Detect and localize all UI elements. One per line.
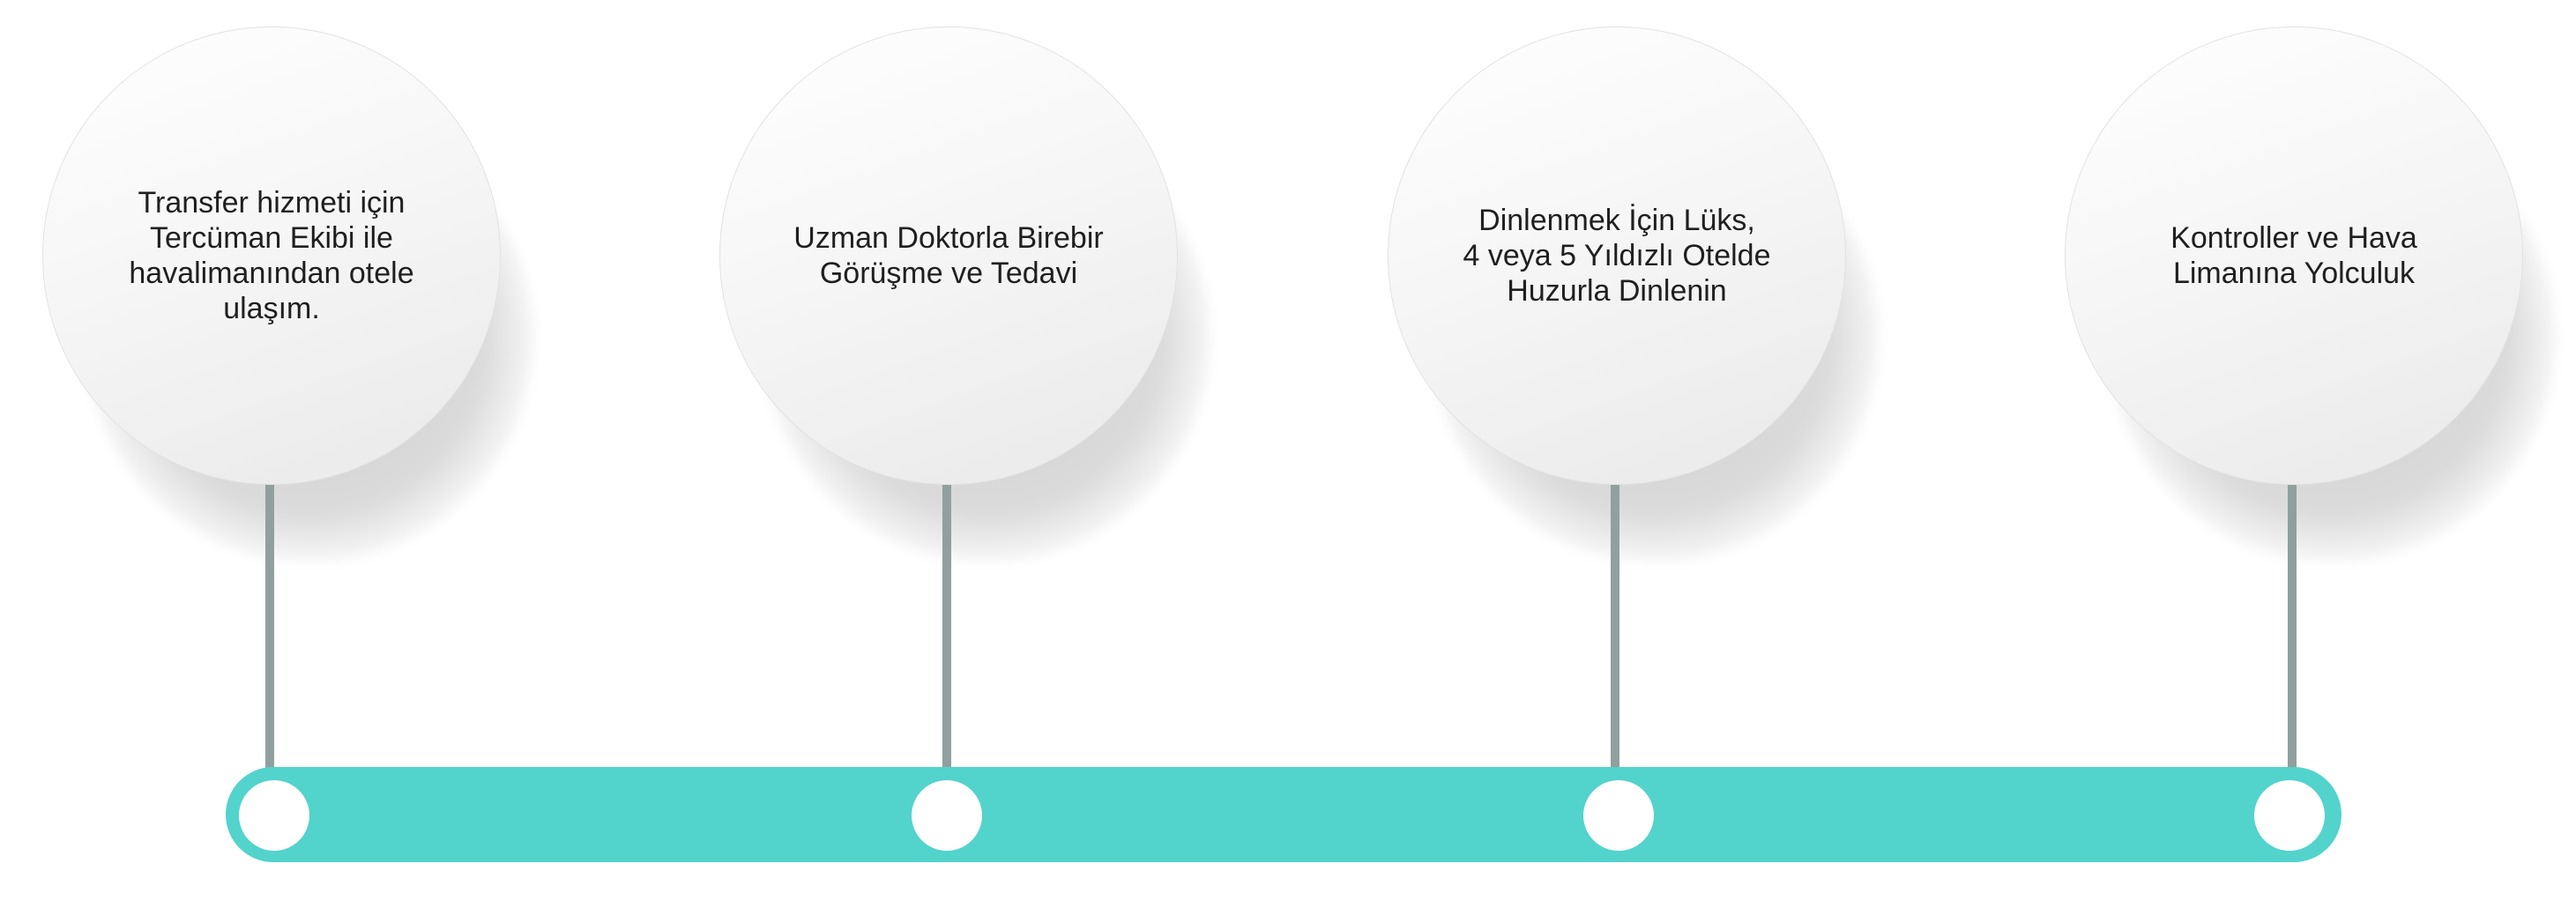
timeline-bar [226, 767, 2341, 862]
step-3-connector [1611, 485, 1619, 776]
timeline-dot-2 [912, 780, 982, 851]
step-4-text: Kontroller ve Hava Limanına Yolculuk [2170, 221, 2417, 290]
step-3-text: Dinlenmek İçin Lüks, 4 veya 5 Yıldızlı O… [1463, 204, 1771, 308]
step-4-connector [2288, 485, 2297, 776]
step-2-circle: Uzman Doktorla Birebir Görüşme ve Tedavi [719, 26, 1178, 485]
step-1-circle: Transfer hizmeti için Tercüman Ekibi ile… [42, 26, 501, 485]
timeline-dot-1 [239, 780, 309, 851]
step-1-text: Transfer hizmeti için Tercüman Ekibi ile… [129, 186, 414, 325]
step-2-connector [942, 485, 951, 776]
step-1-connector [265, 472, 274, 776]
timeline-dot-3 [1583, 780, 1654, 851]
step-3-circle: Dinlenmek İçin Lüks, 4 veya 5 Yıldızlı O… [1388, 26, 1846, 485]
step-2-text: Uzman Doktorla Birebir Görüşme ve Tedavi [793, 221, 1104, 290]
timeline-dot-4 [2254, 780, 2325, 851]
step-4-circle: Kontroller ve Hava Limanına Yolculuk [2065, 26, 2523, 485]
